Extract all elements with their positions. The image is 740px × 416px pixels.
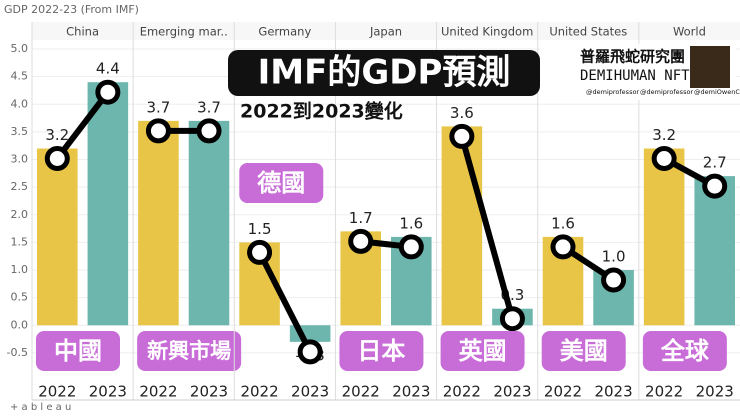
label-box	[137, 331, 242, 371]
bar	[87, 82, 129, 326]
value-label: 1.5	[248, 220, 272, 238]
panel-header: United Kingdom	[441, 25, 533, 39]
point	[196, 118, 222, 144]
x-tick-label: 2022	[342, 383, 380, 401]
point	[702, 173, 728, 199]
x-tick-label: 2023	[493, 383, 531, 401]
header-band	[32, 22, 740, 40]
y-tick-label: 5.0	[11, 42, 29, 55]
panel-label: 全球	[660, 337, 710, 365]
value-label: 1.7	[349, 209, 373, 227]
point	[449, 123, 475, 149]
connector	[458, 135, 516, 320]
panel-label: 日本	[357, 337, 405, 365]
value-label: 1.6	[399, 214, 423, 232]
value-label: 4.4	[96, 60, 120, 78]
value-label: 3.7	[146, 98, 170, 116]
panel-header: Emerging mar..	[140, 25, 228, 39]
label-box	[339, 331, 424, 371]
panel-label: 新興市場	[147, 339, 231, 363]
bar	[138, 120, 179, 326]
panel-header: China	[66, 25, 99, 39]
bar	[643, 148, 685, 326]
point	[145, 118, 171, 144]
y-tick-label: 2.0	[11, 208, 29, 221]
y-tick-label: 1.5	[11, 235, 29, 248]
y-tick-label: 4.5	[11, 70, 29, 83]
brand-tag: DEMIHUMAN NFT	[580, 68, 690, 84]
y-tick-label: 0.5	[11, 291, 29, 304]
x-tick-label: 2023	[291, 383, 329, 401]
point	[550, 234, 576, 260]
y-tick-label: -0.5	[7, 346, 28, 359]
bar	[188, 120, 230, 326]
chart-title: GDP 2022-23 (From IMF)	[4, 3, 139, 16]
x-tick-label: 2022	[240, 383, 278, 401]
panel-header: United States	[549, 25, 627, 39]
panel-label: 德國	[257, 169, 305, 197]
panel-label: 美國	[560, 337, 608, 365]
x-tick-label: 2022	[38, 383, 76, 401]
value-label: 2.7	[703, 154, 727, 172]
label-box	[239, 163, 324, 203]
y-tick-label: 2.5	[11, 180, 29, 193]
label-box	[36, 331, 120, 371]
point	[297, 339, 323, 365]
point	[499, 306, 525, 332]
avatar	[690, 46, 730, 88]
value-label: 1.0	[602, 248, 626, 266]
brand-name: 普羅飛蛇研究團	[580, 48, 685, 66]
brand-handle: @demiOwenC	[694, 88, 740, 96]
panel-label: 英國	[459, 337, 507, 365]
point	[44, 145, 70, 171]
x-tick-label: 2022	[139, 383, 177, 401]
value-label: 3.2	[45, 126, 69, 144]
y-tick-label: 3.5	[11, 125, 29, 138]
value-label: 3.2	[652, 126, 676, 144]
y-tick-label: 0.0	[11, 318, 29, 331]
x-tick-label: 2023	[696, 383, 734, 401]
value-label: 3.6	[450, 104, 474, 122]
bar	[441, 126, 483, 326]
bar	[37, 148, 78, 326]
brand-handle: @demiprofessor	[586, 88, 639, 96]
point	[398, 234, 424, 260]
headline-box	[228, 50, 540, 96]
x-tick-label: 2023	[594, 383, 632, 401]
panel-header: World	[673, 25, 706, 39]
y-tick-label: 4.0	[11, 97, 29, 110]
value-label: 1.6	[551, 214, 575, 232]
footer: + a b l e a u	[10, 402, 71, 413]
point	[95, 79, 121, 105]
x-tick-label: 2023	[89, 383, 127, 401]
panel-header: Germany	[258, 25, 311, 39]
label-box	[642, 331, 727, 371]
panel-label: 中國	[54, 337, 102, 365]
value-label: 3.7	[197, 98, 221, 116]
subtitle: 2022到2023變化	[240, 100, 403, 123]
label-box	[541, 331, 626, 371]
y-tick-label: 1.0	[11, 263, 29, 276]
headline: IMF的GDP預測	[258, 53, 511, 93]
panel-header: Japan	[369, 25, 402, 39]
point	[247, 239, 273, 265]
x-tick-label: 2022	[544, 383, 582, 401]
connector	[256, 251, 313, 354]
label-box	[440, 331, 525, 371]
brand-handle: @demiprofessor	[640, 88, 693, 96]
point	[601, 267, 627, 293]
x-tick-label: 2022	[645, 383, 683, 401]
point	[651, 145, 677, 171]
point	[348, 228, 374, 254]
bar	[694, 176, 735, 326]
y-tick-label: 3.0	[11, 153, 29, 166]
x-tick-label: 2023	[392, 383, 430, 401]
x-tick-label: 2023	[190, 383, 228, 401]
x-tick-label: 2022	[443, 383, 481, 401]
connector	[54, 90, 111, 161]
